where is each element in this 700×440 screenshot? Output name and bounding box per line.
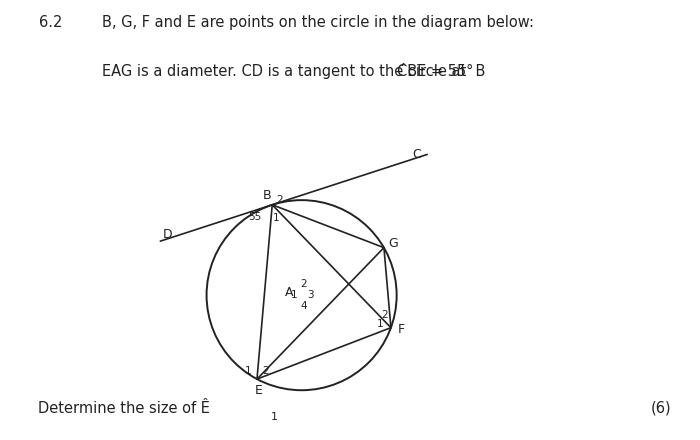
Text: C: C [412,148,421,161]
Text: F: F [398,323,405,336]
Text: E: E [255,385,262,397]
Text: D: D [163,228,172,241]
Text: 2: 2 [300,279,307,290]
Text: 1: 1 [244,366,251,376]
Text: 1: 1 [272,213,279,224]
Text: 4: 4 [300,301,307,311]
Text: 1: 1 [271,412,278,422]
Text: A: A [285,286,293,299]
Text: 2: 2 [276,195,283,205]
Text: B: B [262,189,271,202]
Text: 55: 55 [248,213,262,223]
Text: B, G, F and E are points on the circle in the diagram below:: B, G, F and E are points on the circle i… [102,15,533,30]
Text: 1: 1 [377,319,384,329]
Text: Determine the size of Ê: Determine the size of Ê [38,401,211,416]
Text: 2: 2 [262,366,270,376]
Text: 6.2: 6.2 [38,15,62,30]
Text: (6): (6) [651,401,671,416]
Text: 1: 1 [291,290,298,300]
Text: G: G [388,237,398,249]
Text: ĈBE = 55°: ĈBE = 55° [397,64,473,79]
Text: EAG is a diameter. CD is a tangent to the circle at  B: EAG is a diameter. CD is a tangent to th… [102,64,485,79]
Text: 2: 2 [382,310,388,320]
Text: 3: 3 [307,290,314,300]
